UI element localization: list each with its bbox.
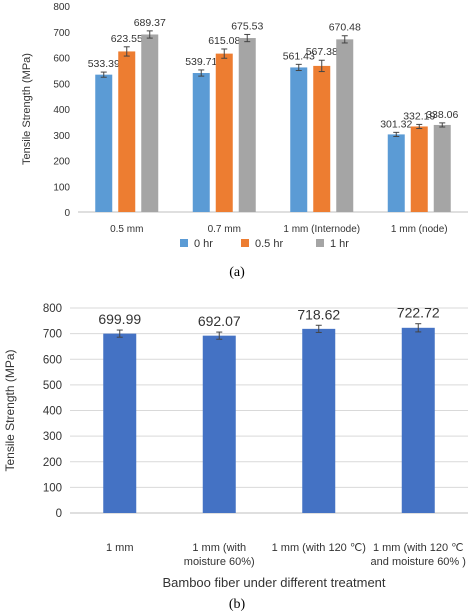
- data-label: 699.99: [98, 311, 141, 327]
- bar: [202, 335, 236, 513]
- y-tick-label: 200: [43, 457, 62, 469]
- x-axis-label: Bamboo fiber under different treatment: [162, 575, 385, 590]
- chart-b: 0 100 200 300 400 500 600 700 800 Tensile Strengt…: [3, 303, 468, 590]
- x-tick-label: 0.5 mm: [110, 224, 143, 235]
- data-label: 692.07: [198, 313, 241, 329]
- data-label: 722.72: [397, 305, 440, 321]
- bar: [433, 124, 451, 212]
- bar: [313, 65, 331, 212]
- y-tick-label: 500: [43, 380, 62, 392]
- data-label: 561.43: [283, 50, 315, 62]
- data-label: 338.06: [426, 109, 458, 121]
- legend-swatch: [180, 239, 188, 247]
- legend-label: 1 hr: [330, 238, 349, 250]
- y-tick-label: 300: [43, 431, 62, 443]
- caption-b: (b): [229, 597, 246, 612]
- bar: [387, 134, 405, 212]
- data-label: 675.53: [231, 20, 263, 32]
- bar: [336, 39, 354, 213]
- bar: [238, 38, 256, 212]
- y-tick-label: 0: [56, 508, 62, 520]
- data-label: 332.19: [403, 110, 435, 122]
- data-label: 670.48: [329, 22, 361, 34]
- y-tick-label: 800: [43, 303, 62, 315]
- x-tick-label: 1 mm (Internode): [283, 224, 360, 235]
- data-label: 301.32: [380, 118, 412, 130]
- x-tick-label: 1 mm (with 120 ℃): [272, 542, 366, 554]
- bar: [103, 333, 137, 513]
- legend-label: 0 hr: [194, 238, 213, 250]
- bar: [215, 53, 233, 213]
- y-tick-label: 400: [43, 406, 62, 418]
- legend-label: 0.5 hr: [255, 238, 283, 250]
- x-tick-label: 1 mm (with 120 ℃: [373, 542, 464, 554]
- y-tick-label: 100: [43, 482, 62, 494]
- bar: [290, 67, 308, 212]
- legend-swatch: [316, 239, 324, 247]
- x-tick-label: and moisture 60% ): [371, 556, 466, 568]
- bar: [192, 73, 210, 212]
- data-label: 623.55: [111, 33, 143, 45]
- chart-a: 0 100 200 300 400 500 600 700 800 Tensile Strengt…: [21, 2, 468, 250]
- bar: [141, 34, 159, 212]
- data-label: 539.71: [185, 56, 217, 68]
- bar: [302, 328, 336, 513]
- data-label: 689.37: [134, 17, 166, 29]
- y-tick-label: 800: [53, 2, 70, 13]
- y-tick-label: 400: [53, 105, 70, 116]
- bar: [95, 74, 113, 213]
- data-label: 615.08: [208, 35, 240, 47]
- bar: [410, 126, 428, 212]
- data-label: 718.62: [297, 306, 340, 322]
- x-tick-label: 1 mm: [106, 542, 134, 554]
- y-axis-label: Tensile Strength (MPa): [21, 53, 33, 165]
- y-tick-label: 700: [53, 28, 70, 39]
- y-tick-label: 700: [43, 329, 62, 341]
- bar: [118, 51, 136, 212]
- y-tick-label: 600: [43, 354, 62, 366]
- x-tick-label: 1 mm (with: [192, 542, 246, 554]
- data-label: 533.39: [88, 58, 120, 70]
- legend-swatch: [241, 239, 249, 247]
- bar: [401, 327, 435, 513]
- y-tick-label: 600: [53, 54, 70, 65]
- x-tick-label: moisture 60%): [184, 556, 255, 568]
- y-axis-label: Tensile Strength (MPa): [3, 349, 17, 471]
- x-tick-label: 0.7 mm: [208, 224, 241, 235]
- y-tick-label: 100: [53, 182, 70, 193]
- y-tick-label: 0: [64, 208, 70, 219]
- y-tick-label: 300: [53, 131, 70, 142]
- x-tick-label: 1 mm (node): [391, 224, 448, 235]
- caption-a: (a): [229, 265, 245, 280]
- data-label: 567.38: [306, 46, 338, 58]
- y-tick-label: 200: [53, 157, 70, 168]
- y-tick-label: 500: [53, 79, 70, 90]
